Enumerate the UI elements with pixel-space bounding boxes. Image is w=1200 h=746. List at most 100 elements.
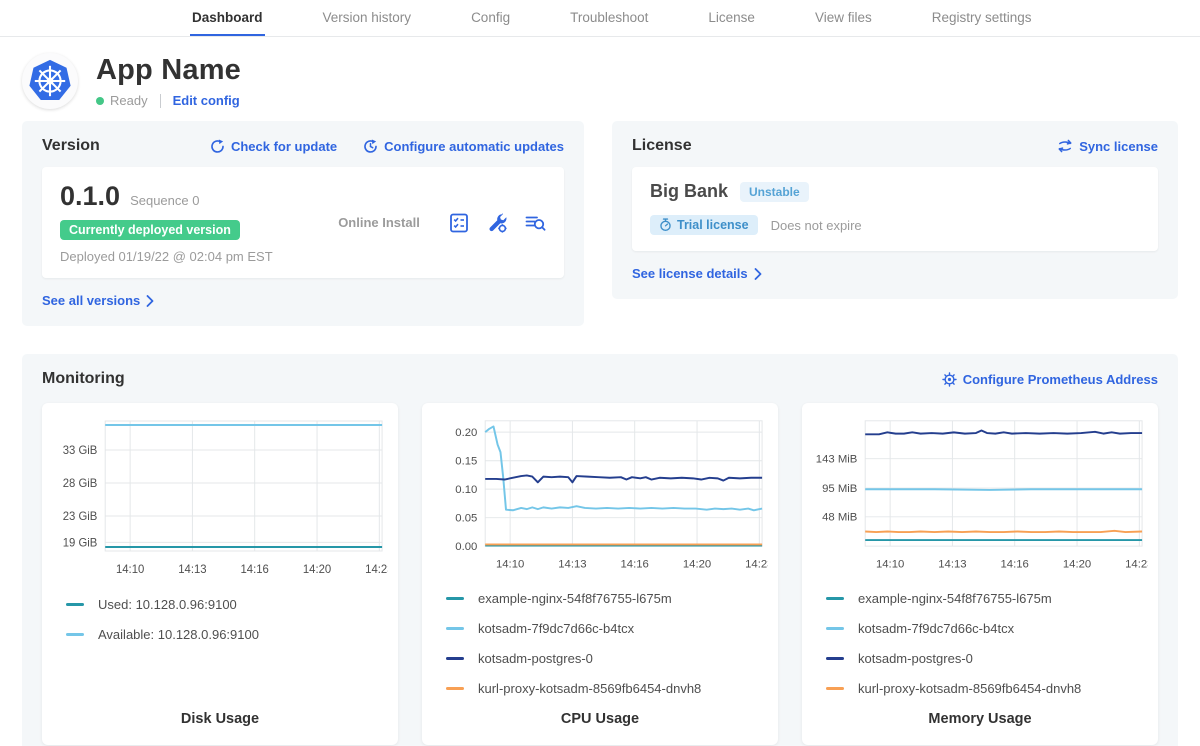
svg-text:14:20: 14:20 bbox=[683, 558, 711, 570]
disk-usage-legend: Used: 10.128.0.96:9100 Available: 10.128.… bbox=[66, 597, 388, 657]
version-number: 0.1.0 bbox=[60, 181, 120, 212]
app-logo bbox=[22, 53, 78, 109]
license-card: License Sync license Big Bank Unstable bbox=[612, 121, 1178, 299]
trial-license-badge: Trial license bbox=[650, 215, 758, 235]
legend-item: example-nginx-54f8f76755-l675m bbox=[826, 591, 1148, 606]
page-title: App Name bbox=[96, 54, 241, 87]
status-dot bbox=[96, 97, 104, 105]
legend-item: kotsadm-postgres-0 bbox=[826, 651, 1148, 666]
legend-item: kotsadm-7f9dc7d66c-b4tcx bbox=[446, 621, 768, 636]
config-wrench-icon[interactable] bbox=[486, 212, 508, 234]
legend-label: Used: 10.128.0.96:9100 bbox=[98, 597, 237, 612]
chart-title: CPU Usage bbox=[432, 711, 768, 731]
version-card-title: Version bbox=[42, 137, 100, 155]
svg-text:0.05: 0.05 bbox=[455, 513, 477, 525]
customer-name: Big Bank bbox=[650, 181, 728, 202]
svg-text:14:10: 14:10 bbox=[496, 558, 524, 570]
legend-item: kotsadm-postgres-0 bbox=[446, 651, 768, 666]
svg-text:14:10: 14:10 bbox=[116, 564, 144, 576]
chevron-right-icon bbox=[146, 295, 154, 307]
memory-usage-legend: example-nginx-54f8f76755-l675m kotsadm-7f… bbox=[826, 591, 1148, 711]
legend-swatch bbox=[826, 627, 844, 630]
sequence-label: Sequence 0 bbox=[130, 193, 199, 208]
legend-label: kurl-proxy-kotsadm-8569fb6454-dnvh8 bbox=[858, 681, 1081, 696]
schedule-update-icon bbox=[363, 139, 378, 154]
legend-swatch bbox=[66, 633, 84, 636]
svg-text:0.10: 0.10 bbox=[455, 484, 477, 496]
legend-label: Available: 10.128.0.96:9100 bbox=[98, 627, 259, 642]
svg-text:48 MiB: 48 MiB bbox=[822, 512, 857, 524]
configure-automatic-updates-link[interactable]: Configure automatic updates bbox=[363, 139, 564, 154]
svg-text:143 MiB: 143 MiB bbox=[816, 454, 858, 466]
svg-text:23 GiB: 23 GiB bbox=[63, 511, 98, 523]
deployed-badge: Currently deployed version bbox=[60, 220, 240, 240]
tab-view-files[interactable]: View files bbox=[813, 0, 874, 36]
svg-text:14:10: 14:10 bbox=[876, 558, 904, 570]
tab-registry-settings[interactable]: Registry settings bbox=[930, 0, 1034, 36]
tab-dashboard[interactable]: Dashboard bbox=[190, 0, 265, 36]
tab-config[interactable]: Config bbox=[469, 0, 512, 36]
cpu-usage-chart: 14:1014:1314:1614:2014:230.200.150.100.0… bbox=[432, 415, 768, 577]
svg-text:0.00: 0.00 bbox=[455, 541, 477, 553]
legend-swatch bbox=[446, 627, 464, 630]
channel-badge: Unstable bbox=[740, 182, 809, 202]
svg-text:14:20: 14:20 bbox=[303, 564, 331, 576]
tab-troubleshoot[interactable]: Troubleshoot bbox=[568, 0, 650, 36]
disk-usage-chart-card: 14:1014:1314:1614:2014:2333 GiB28 GiB23 … bbox=[42, 403, 398, 745]
svg-text:19 GiB: 19 GiB bbox=[63, 537, 98, 549]
legend-label: example-nginx-54f8f76755-l675m bbox=[478, 591, 672, 606]
legend-swatch bbox=[66, 603, 84, 606]
chart-title: Memory Usage bbox=[812, 711, 1148, 731]
legend-swatch bbox=[446, 687, 464, 690]
gear-icon bbox=[942, 372, 957, 387]
configure-prometheus-link[interactable]: Configure Prometheus Address bbox=[942, 372, 1158, 387]
svg-text:28 GiB: 28 GiB bbox=[63, 478, 98, 490]
tab-license[interactable]: License bbox=[706, 0, 757, 36]
legend-label: kotsadm-7f9dc7d66c-b4tcx bbox=[858, 621, 1014, 636]
legend-label: kotsadm-postgres-0 bbox=[858, 651, 973, 666]
monitoring-title: Monitoring bbox=[42, 370, 125, 388]
see-license-details-link[interactable]: See license details bbox=[632, 266, 762, 281]
legend-item: example-nginx-54f8f76755-l675m bbox=[446, 591, 768, 606]
deployed-timestamp: Deployed 01/19/22 @ 02:04 pm EST bbox=[60, 249, 310, 264]
cpu-usage-chart-card: 14:1014:1314:1614:2014:230.200.150.100.0… bbox=[422, 403, 778, 745]
kubernetes-icon bbox=[27, 58, 73, 104]
legend-item: kotsadm-7f9dc7d66c-b4tcx bbox=[826, 621, 1148, 636]
sync-license-link[interactable]: Sync license bbox=[1057, 139, 1158, 154]
svg-text:14:16: 14:16 bbox=[241, 564, 269, 576]
edit-config-link[interactable]: Edit config bbox=[173, 93, 240, 108]
svg-text:14:16: 14:16 bbox=[621, 558, 649, 570]
legend-swatch bbox=[446, 597, 464, 600]
svg-text:0.20: 0.20 bbox=[455, 427, 477, 439]
stopwatch-icon bbox=[659, 218, 672, 232]
legend-swatch bbox=[826, 687, 844, 690]
svg-text:0.15: 0.15 bbox=[455, 456, 477, 468]
legend-item: kurl-proxy-kotsadm-8569fb6454-dnvh8 bbox=[446, 681, 768, 696]
see-all-versions-link[interactable]: See all versions bbox=[42, 293, 154, 308]
refresh-icon bbox=[210, 139, 225, 154]
status-badge: Ready bbox=[110, 93, 148, 108]
license-expiry: Does not expire bbox=[771, 218, 862, 233]
legend-swatch bbox=[826, 597, 844, 600]
tab-version-history[interactable]: Version history bbox=[321, 0, 414, 36]
chart-title: Disk Usage bbox=[52, 711, 388, 731]
legend-item: Used: 10.128.0.96:9100 bbox=[66, 597, 388, 612]
legend-item: kurl-proxy-kotsadm-8569fb6454-dnvh8 bbox=[826, 681, 1148, 696]
legend-label: example-nginx-54f8f76755-l675m bbox=[858, 591, 1052, 606]
app-header: App Name Ready Edit config bbox=[22, 53, 1178, 109]
chevron-right-icon bbox=[754, 268, 762, 280]
top-navigation: Dashboard Version history Config Trouble… bbox=[0, 0, 1200, 37]
install-type-label: Online Install bbox=[310, 215, 448, 230]
disk-usage-chart: 14:1014:1314:1614:2014:2333 GiB28 GiB23 … bbox=[52, 415, 388, 583]
check-for-update-link[interactable]: Check for update bbox=[210, 139, 337, 154]
preflight-checks-icon[interactable] bbox=[448, 212, 470, 234]
monitoring-card: Monitoring Configure Prometheus Address … bbox=[22, 354, 1178, 746]
svg-text:14:23: 14:23 bbox=[1125, 558, 1148, 570]
view-yaml-icon[interactable] bbox=[524, 212, 546, 234]
svg-text:14:23: 14:23 bbox=[745, 558, 768, 570]
svg-text:95 MiB: 95 MiB bbox=[822, 483, 857, 495]
divider bbox=[160, 94, 161, 108]
legend-label: kotsadm-7f9dc7d66c-b4tcx bbox=[478, 621, 634, 636]
legend-item: Available: 10.128.0.96:9100 bbox=[66, 627, 388, 642]
legend-swatch bbox=[446, 657, 464, 660]
